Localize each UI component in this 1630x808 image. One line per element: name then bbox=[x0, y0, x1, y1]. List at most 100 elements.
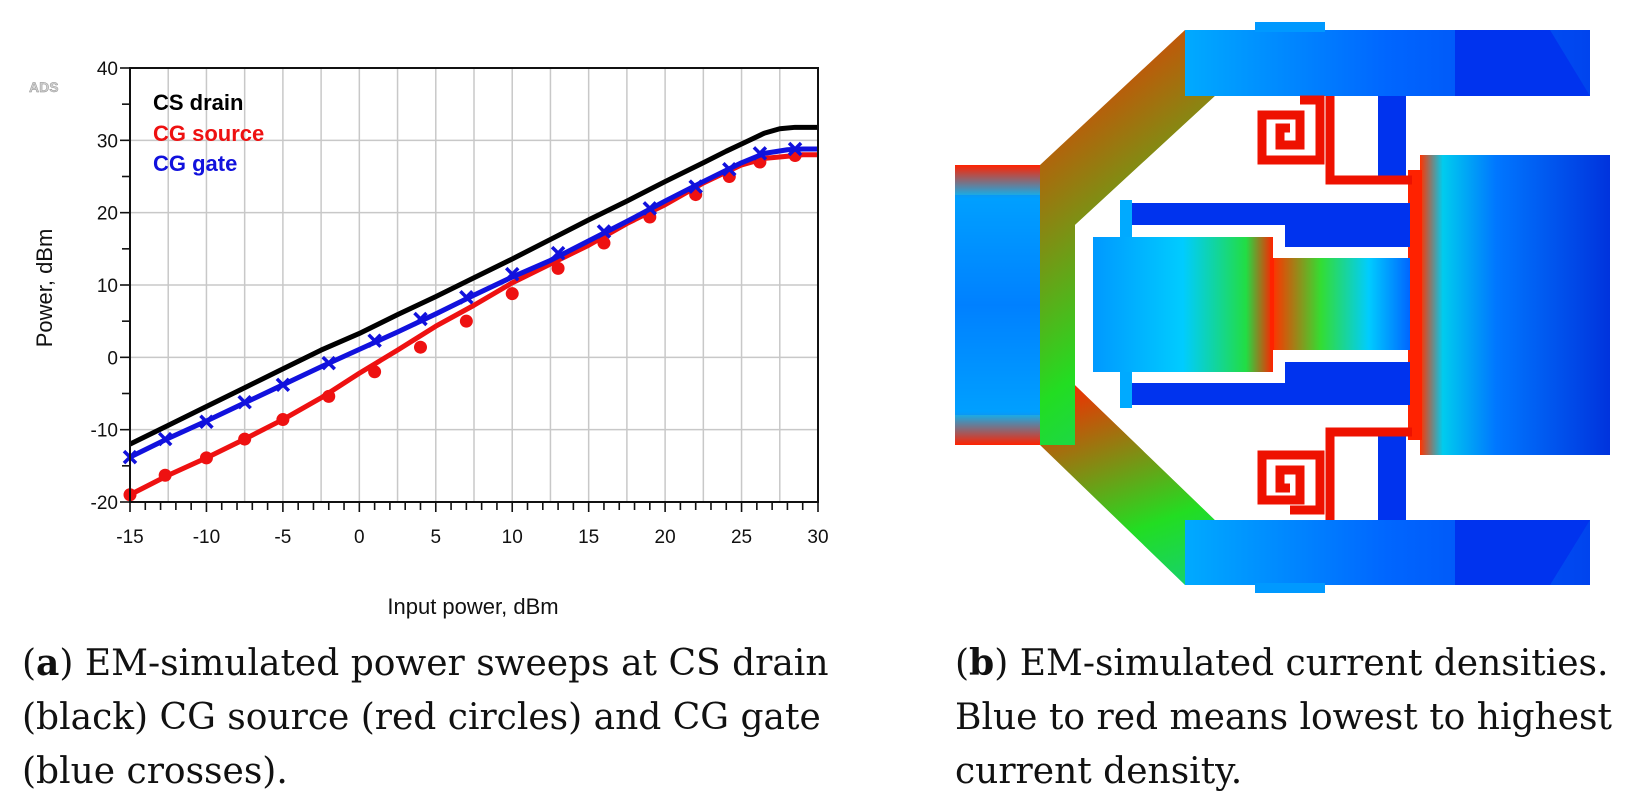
x-tick-label: -15 bbox=[116, 527, 143, 548]
power-sweep-chart: ADS -15 -10 -5 0 5 10 15 20 25 30-20-10010203040 … bbox=[29, 59, 829, 619]
cg-gate-marker-stroke bbox=[688, 179, 703, 194]
x-tick-label: 10 bbox=[502, 527, 523, 548]
cg-gate-marker-stroke bbox=[199, 414, 214, 429]
center-body bbox=[1093, 237, 1273, 372]
cg-source-marker bbox=[505, 287, 519, 301]
center-cap-left-top bbox=[1120, 200, 1132, 245]
upper-spiral-inductor bbox=[1257, 95, 1412, 185]
cg-gate-marker-stroke bbox=[787, 141, 803, 157]
lower-spiral-inductor bbox=[1257, 427, 1412, 520]
chart-grid bbox=[129, 67, 819, 503]
cg-gate-marker-stroke bbox=[642, 201, 658, 216]
cg-gate-marker-stroke bbox=[752, 146, 768, 161]
cg-gate-marker-stroke bbox=[321, 355, 336, 371]
x-tick-label: -10 bbox=[193, 527, 220, 548]
cg-source-marker bbox=[459, 314, 473, 328]
caption-a-letter: a bbox=[36, 642, 60, 684]
cg-gate-marker bbox=[752, 146, 768, 161]
cg-gate-marker bbox=[275, 377, 291, 393]
cg-gate-marker-stroke bbox=[722, 162, 737, 177]
cg-gate-marker bbox=[199, 414, 214, 429]
cg-source-marker bbox=[413, 340, 427, 354]
center-lower-finger bbox=[1125, 383, 1410, 405]
chart-series bbox=[122, 124, 818, 502]
y-axis-label: Power, dBm bbox=[32, 229, 57, 348]
legend-cs-drain: CS drain bbox=[153, 90, 243, 115]
right-output-block bbox=[1420, 155, 1610, 455]
caption-b-letter: b bbox=[969, 642, 995, 684]
cg-gate-marker bbox=[237, 394, 252, 410]
cg-gate-marker bbox=[722, 162, 737, 177]
plot-frame bbox=[129, 67, 819, 503]
cg-gate-marker bbox=[367, 333, 382, 348]
y-tick-label: 0 bbox=[107, 348, 118, 369]
top-pad bbox=[1255, 22, 1325, 32]
cg-gate-marker-stroke bbox=[275, 377, 291, 393]
center-upper-finger-2 bbox=[1285, 225, 1410, 247]
cg-source-marker bbox=[322, 389, 336, 403]
legend: CS drain CG source CG gate bbox=[153, 90, 264, 176]
bottom-pad bbox=[1255, 583, 1325, 593]
cg-source-marker bbox=[276, 413, 290, 427]
y-tick-label: 30 bbox=[97, 131, 118, 152]
cg-gate-marker-stroke bbox=[237, 394, 252, 410]
ads-watermark: ADS bbox=[29, 79, 59, 95]
y-tick-label: -20 bbox=[91, 493, 118, 514]
cg-gate-marker bbox=[688, 179, 703, 194]
chart-ticks: -15 -10 -5 0 5 10 15 20 25 30 -20 -10 0 10 20 30 40 bbox=[91, 59, 829, 548]
center-split bbox=[1270, 258, 1274, 350]
caption-a-text: EM-simulated power sweeps at CS drain (b… bbox=[22, 643, 829, 792]
left-block-core bbox=[955, 195, 1040, 415]
center-lower-finger-2 bbox=[1285, 362, 1410, 384]
cg-gate-marker bbox=[642, 201, 658, 216]
x-tick-label: 20 bbox=[655, 527, 676, 548]
y-tick-label: 40 bbox=[97, 59, 118, 80]
cg-gate-marker-stroke bbox=[157, 431, 173, 447]
cg-source-marker bbox=[597, 236, 611, 250]
x-tick-label: 5 bbox=[430, 527, 441, 548]
cg-gate-marker-stroke bbox=[596, 224, 612, 239]
legend-cg-source: CG source bbox=[153, 121, 264, 146]
caption-b-text: EM-simulated current densities. Blue to … bbox=[955, 643, 1612, 792]
x-axis-label: Input power, dBm bbox=[387, 594, 558, 619]
lower-bottom-taper bbox=[1455, 520, 1590, 585]
cg-gate-marker-stroke bbox=[459, 290, 474, 305]
x-tick-label: 25 bbox=[731, 527, 752, 548]
cg-gate-marker-stroke bbox=[504, 266, 520, 282]
cg-source-marker bbox=[238, 432, 252, 446]
center-neck bbox=[1273, 258, 1410, 350]
x-tick-label: -5 bbox=[274, 527, 291, 548]
cg-gate-marker bbox=[157, 431, 173, 447]
right-output-block-edge bbox=[1408, 170, 1422, 440]
upper-top-taper bbox=[1455, 30, 1590, 96]
caption-b: (b) EM-simulated current densities. Blue… bbox=[955, 642, 1612, 792]
cg-source-marker bbox=[158, 468, 172, 482]
caption-a: (a) EM-simulated power sweeps at CS drai… bbox=[22, 642, 829, 792]
y-tick-label: 10 bbox=[97, 276, 118, 297]
center-upper-finger bbox=[1125, 203, 1410, 225]
current-density-layout bbox=[955, 22, 1610, 593]
series-line-cs-drain bbox=[128, 124, 818, 447]
cg-gate-marker bbox=[459, 290, 474, 305]
cg-source-marker bbox=[368, 365, 382, 379]
cg-source-marker bbox=[551, 261, 565, 275]
cg-gate-marker bbox=[550, 245, 566, 261]
legend-cg-gate: CG gate bbox=[153, 151, 237, 176]
cg-gate-marker-stroke bbox=[367, 333, 382, 348]
cg-gate-marker-stroke bbox=[550, 245, 566, 261]
x-tick-label: 0 bbox=[354, 527, 365, 548]
cg-gate-marker bbox=[596, 224, 612, 239]
cg-gate-marker bbox=[787, 141, 803, 157]
y-tick-label: 20 bbox=[97, 204, 118, 225]
y-tick-label: -10 bbox=[91, 421, 118, 442]
upper-blue-post bbox=[1378, 96, 1406, 178]
lower-blue-post bbox=[1378, 430, 1406, 520]
cg-gate-marker-stroke bbox=[413, 311, 428, 327]
center-cap-left-bottom bbox=[1120, 370, 1132, 408]
cg-source-marker bbox=[199, 451, 213, 465]
x-tick-label: 30 bbox=[807, 527, 828, 548]
x-tick-label: 15 bbox=[578, 527, 599, 548]
cg-gate-marker bbox=[413, 311, 428, 327]
cg-gate-marker bbox=[504, 266, 520, 282]
cg-gate-marker bbox=[321, 355, 336, 371]
